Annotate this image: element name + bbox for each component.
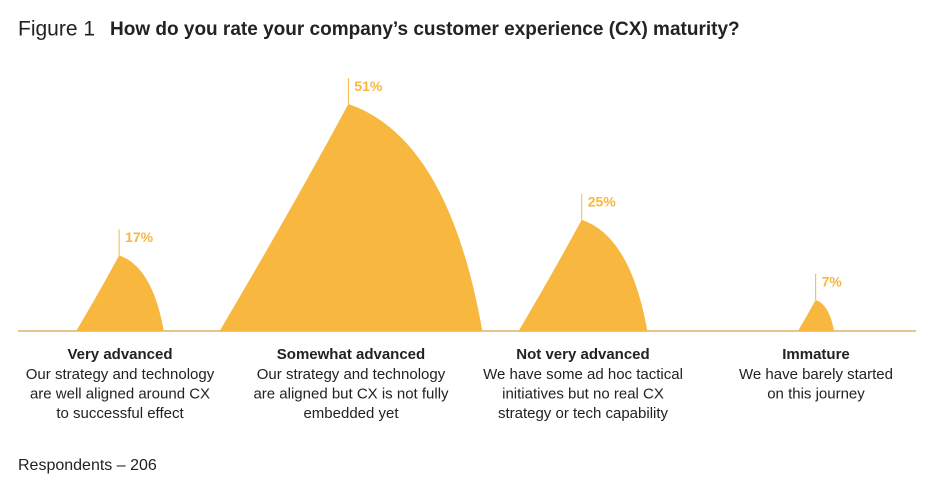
- category-description: Our strategy and technology: [26, 366, 215, 383]
- peak: [219, 104, 483, 331]
- value-label: 51%: [354, 78, 383, 94]
- peak: [76, 255, 164, 331]
- category-description: to successful effect: [56, 405, 184, 422]
- category-description: We have some ad hoc tactical: [483, 366, 683, 383]
- category-description: Our strategy and technology: [257, 366, 446, 383]
- value-label: 25%: [588, 193, 617, 209]
- value-label: 17%: [125, 229, 154, 245]
- category-description: are aligned but CX is not fully: [253, 385, 449, 402]
- figure-label: Figure 1: [18, 18, 95, 41]
- peak: [797, 299, 835, 331]
- category-label: Not very advanced: [516, 346, 649, 363]
- chart-title: How do you rate your company’s customer …: [110, 19, 740, 40]
- category-label: Somewhat advanced: [277, 346, 425, 363]
- category-description: We have barely started: [739, 366, 893, 383]
- category-description: are well aligned around CX: [30, 385, 210, 402]
- value-label: 7%: [822, 274, 843, 290]
- category-label: Immature: [782, 346, 850, 363]
- category-label: Very advanced: [67, 346, 172, 363]
- category-description: embedded yet: [303, 405, 399, 422]
- footnote: Respondents – 206: [18, 457, 157, 474]
- category-description: on this journey: [767, 385, 865, 402]
- category-description: initiatives but no real CX: [502, 385, 664, 402]
- peak: [518, 219, 648, 331]
- category-description: strategy or tech capability: [498, 405, 669, 422]
